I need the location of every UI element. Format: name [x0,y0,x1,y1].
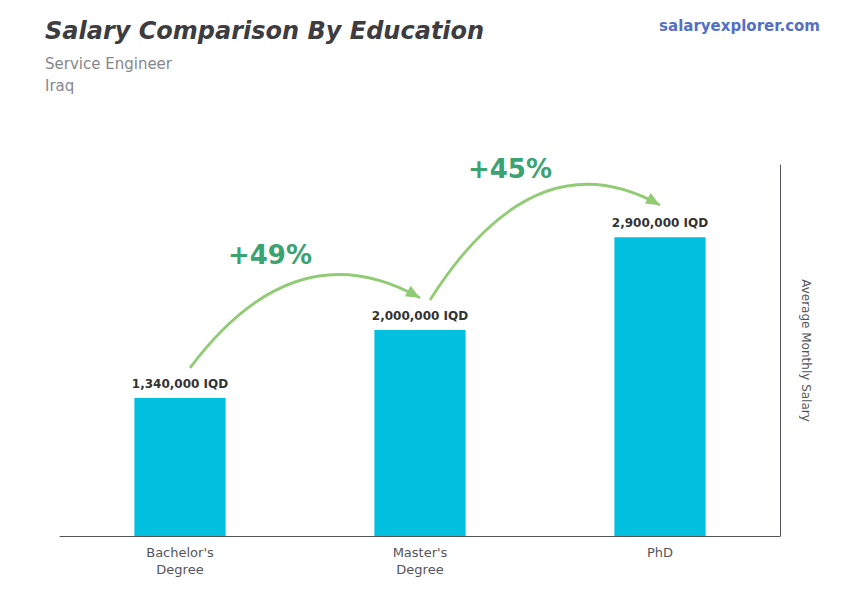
svg-text:Salary Comparison By Education: Salary Comparison By Education [45,17,484,45]
svg-text:+45%: +45% [468,154,552,184]
svg-text:Degree: Degree [396,562,443,577]
svg-text:Degree: Degree [156,562,203,577]
svg-text:Service Engineer: Service Engineer [45,55,173,73]
svg-text:Master's: Master's [393,545,448,560]
svg-text:salaryexplorer.com: salaryexplorer.com [659,17,820,35]
svg-text:+49%: +49% [228,240,312,270]
svg-text:1,340,000 IQD: 1,340,000 IQD [132,377,228,391]
svg-text:PhD: PhD [647,545,673,560]
svg-text:2,000,000 IQD: 2,000,000 IQD [372,309,468,323]
svg-text:Average Monthly Salary: Average Monthly Salary [799,279,813,422]
svg-text:Iraq: Iraq [45,77,74,95]
svg-text:Bachelor's: Bachelor's [146,545,214,560]
svg-text:2,900,000 IQD: 2,900,000 IQD [612,216,708,230]
